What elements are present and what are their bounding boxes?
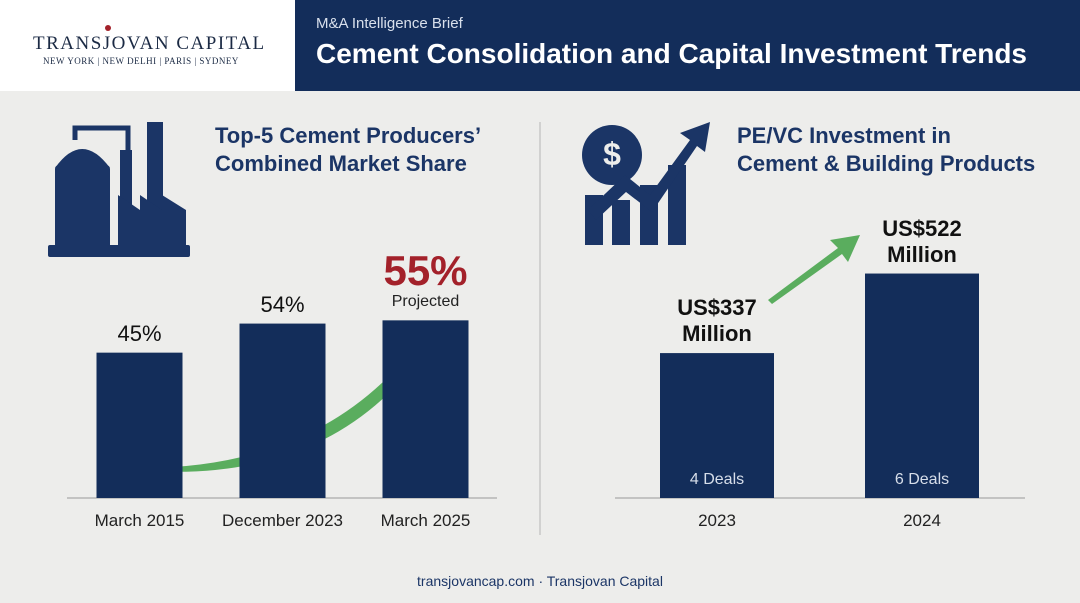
- investment-icon: $: [582, 122, 710, 245]
- x-tick-label: 2024: [903, 511, 941, 530]
- bar-label: 4 Deals: [689, 471, 745, 488]
- x-tick-label: December 2023: [222, 511, 343, 530]
- bar: [382, 320, 469, 498]
- value-label: US$522 Million: [882, 215, 962, 267]
- page-title: Cement Consolidation and Capital Investm…: [316, 38, 1027, 69]
- header-panel: [295, 0, 1080, 91]
- chart-title: PE/VC Investment in Cement & Building Pr…: [737, 123, 1036, 176]
- x-tick-label: 2023: [698, 511, 736, 530]
- footer: transjovancap.com · Transjovan Capital: [417, 573, 663, 589]
- dollar-sign: $: [603, 136, 621, 172]
- logo-cities: NEW YORK | NEW DELHI | PARIS | SYDNEY: [43, 56, 239, 66]
- value-label: US$337 Million: [677, 295, 757, 347]
- logo: TRANSJOVAN CAPITAL: [33, 33, 266, 54]
- logo-dot: [105, 25, 111, 31]
- bar-label: 6 Deals: [894, 471, 950, 488]
- bar: [865, 273, 979, 498]
- logo-panel: [0, 0, 295, 91]
- bar: [96, 352, 183, 498]
- factory-icon: [48, 122, 190, 257]
- bar: [660, 353, 774, 498]
- value-label: 54%: [260, 291, 305, 317]
- value-label: 45%: [117, 320, 162, 346]
- x-tick-label: March 2025: [380, 511, 471, 530]
- value-label: 55%: [383, 247, 468, 295]
- annotation: Projected: [391, 293, 460, 311]
- kicker: M&A Intelligence Brief: [316, 15, 463, 32]
- bar: [239, 323, 326, 498]
- growth-arrow: [768, 235, 860, 304]
- x-tick-label: March 2015: [94, 511, 185, 530]
- chart-title: Top-5 Cement Producers’ Combined Market …: [215, 123, 482, 176]
